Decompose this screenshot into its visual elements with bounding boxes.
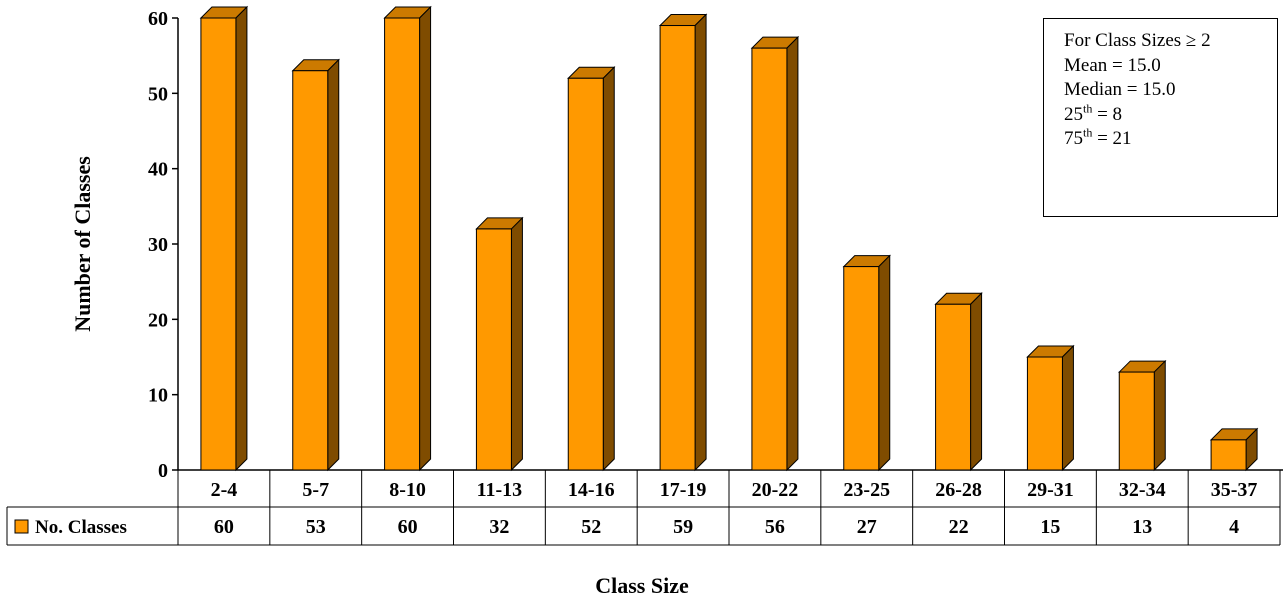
bar-front-face — [567, 77, 604, 471]
bar-side-face — [602, 66, 615, 472]
data-table: No. Classes 2-4 60 5-7 53 8-10 60 11-13 32 14-16… — [6, 470, 1281, 546]
bar — [1118, 359, 1167, 472]
bar-side-face — [1061, 344, 1074, 472]
bar-side-face — [786, 35, 799, 472]
bar — [658, 13, 708, 472]
x-category-label: 35-37 — [1211, 479, 1258, 501]
stats-line-p75: 75th = 21 — [1064, 125, 1132, 149]
y-tick-label: 30 — [148, 234, 168, 256]
x-category-label: 11-13 — [477, 479, 523, 501]
data-value-label: 22 — [949, 516, 969, 538]
y-tick-label: 40 — [148, 159, 168, 181]
y-tick-label: 20 — [148, 309, 168, 331]
stats-line-median: Median = 15.0 — [1064, 79, 1176, 100]
bar-side-face — [235, 5, 248, 472]
data-value-label: 60 — [398, 516, 418, 538]
y-tick-label: 0 — [158, 460, 168, 482]
bar-front-face — [1210, 439, 1247, 471]
bar-front-face — [1118, 371, 1155, 471]
bars — [199, 5, 1259, 472]
x-category-label: 26-28 — [935, 479, 982, 501]
bar — [475, 216, 524, 472]
bar-side-face — [694, 13, 707, 472]
x-category-label: 23-25 — [843, 479, 890, 501]
bar-front-face — [292, 70, 329, 471]
x-axis-title: Class Size — [595, 573, 689, 598]
x-category-label: 14-16 — [568, 479, 615, 501]
data-value-label: 56 — [765, 516, 785, 538]
bar-side-face — [1153, 359, 1166, 472]
y-ticks: 0 10 20 30 40 50 60 — [148, 8, 178, 482]
bar-front-face — [475, 228, 512, 471]
data-value-label: 53 — [306, 516, 326, 538]
stats-box: For Class Sizes ≥ 2 Mean = 15.0 Median =… — [1043, 18, 1278, 217]
stats-line-mean: Mean = 15.0 — [1064, 54, 1161, 76]
x-category-label: 8-10 — [389, 479, 426, 501]
data-value-label: 52 — [581, 516, 601, 538]
data-value-label: 32 — [489, 516, 509, 538]
bar — [291, 58, 340, 472]
data-value-label: 13 — [1132, 516, 1152, 538]
legend-label: No. Classes — [35, 517, 127, 538]
bar — [1026, 344, 1075, 472]
bar — [750, 35, 800, 472]
bar-front-face — [1026, 356, 1063, 471]
bar-side-face — [970, 292, 983, 472]
bar-front-face — [843, 266, 880, 471]
category-cells: 2-4 60 5-7 53 8-10 60 11-13 32 14-16 52 17-19 59 20-… — [177, 470, 1258, 545]
bar-front-face — [384, 17, 421, 471]
x-category-label: 20-22 — [752, 479, 799, 501]
data-value-label: 15 — [1040, 516, 1060, 538]
bar-side-face — [878, 254, 891, 472]
x-category-label: 32-34 — [1119, 479, 1166, 501]
bar — [383, 5, 432, 472]
bar-front-face — [659, 25, 696, 471]
y-tick-label: 60 — [148, 8, 168, 30]
x-category-label: 17-19 — [660, 479, 707, 501]
bar-side-face — [419, 5, 432, 472]
bar-front-face — [751, 47, 788, 471]
bar — [934, 292, 983, 472]
x-category-label: 29-31 — [1027, 479, 1074, 501]
y-tick-label: 10 — [148, 385, 168, 407]
y-tick-label: 50 — [148, 83, 168, 105]
bar-side-face — [510, 216, 523, 472]
data-value-label: 59 — [673, 516, 693, 538]
data-value-label: 27 — [857, 516, 877, 538]
bar — [842, 254, 891, 472]
stats-line-p25: 25th = 8 — [1064, 101, 1123, 125]
legend-swatch — [14, 519, 29, 534]
bar — [199, 5, 249, 472]
bar — [1209, 427, 1259, 472]
x-category-label: 5-7 — [302, 479, 329, 501]
bar — [567, 66, 616, 472]
data-value-label: 60 — [214, 516, 234, 538]
x-category-label: 2-4 — [211, 479, 238, 501]
stats-line-scope: For Class Sizes ≥ 2 — [1064, 30, 1211, 51]
bar-side-face — [327, 58, 340, 472]
data-value-label: 4 — [1229, 516, 1239, 538]
y-axis-title: Number of Classes — [70, 156, 95, 332]
bar-front-face — [200, 17, 237, 471]
bar-front-face — [935, 303, 972, 471]
